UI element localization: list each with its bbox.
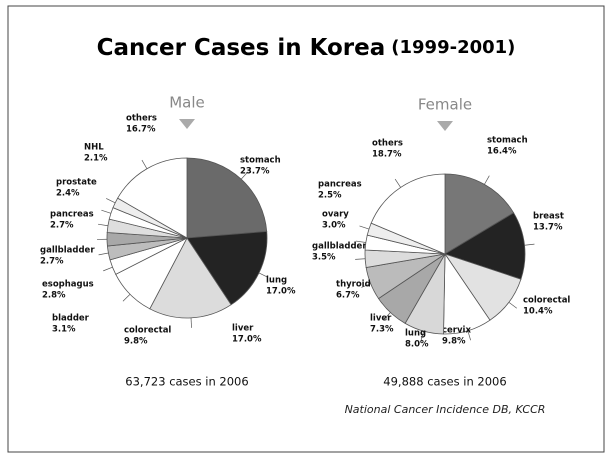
slice-value: 3.0% (322, 221, 346, 231)
slice-label: liver (370, 314, 392, 324)
slice-value: 2.4% (56, 189, 80, 199)
leader-line (98, 223, 108, 227)
slice-value: 16.7% (126, 125, 156, 135)
leader-line (103, 266, 113, 272)
leader-line (122, 293, 131, 302)
slice-label: bladder (52, 314, 90, 324)
leader-line (141, 159, 148, 169)
slice-label: breast (533, 212, 564, 222)
leader-line (383, 312, 391, 321)
slice-label: stomach (240, 156, 281, 166)
pie-slice (370, 173, 446, 255)
source: National Cancer Incidence DB, KCCR (345, 403, 546, 416)
slice-label: prostate (56, 178, 97, 188)
leader-line (508, 301, 518, 309)
leader-line (258, 272, 269, 278)
slice-label: esophagus (42, 280, 94, 290)
pie-note: 63,723 cases in 2006 (125, 375, 248, 389)
slice-value: 10.4% (523, 307, 553, 317)
slice-label: thyroid (336, 280, 371, 290)
leader-line (359, 225, 370, 230)
leader-line (106, 198, 116, 204)
slice-value: 13.7% (533, 223, 563, 233)
slice-value: 17.0% (266, 287, 296, 297)
slice-value: 18.7% (372, 150, 402, 160)
slice-label: liver (232, 324, 254, 334)
title-main: Cancer Cases in Korea (97, 35, 386, 61)
slice-label: lung (266, 276, 287, 286)
slice-label: colorectal (523, 296, 570, 306)
leader-line (361, 283, 371, 288)
slice-value: 8.0% (405, 340, 429, 350)
leader-line (240, 171, 249, 180)
slice-value: 2.1% (84, 154, 108, 164)
leader-line (355, 240, 366, 243)
leader-line (355, 258, 366, 260)
slice-label: colorectal (124, 326, 171, 336)
leader-line (101, 209, 112, 214)
slice-value: 2.7% (50, 221, 74, 231)
slice-value: 23.7% (240, 167, 270, 177)
slice-value: 9.8% (442, 337, 466, 347)
slice-value: 7.3% (370, 325, 394, 335)
slice-value: 2.7% (40, 257, 64, 267)
slice-label: pancreas (50, 210, 94, 220)
title-marker (437, 121, 453, 131)
slice-value: 9.8% (124, 337, 148, 347)
slice-label: lung (405, 329, 426, 339)
pie-title: Female (418, 96, 472, 114)
slice-label: gallbladder (312, 242, 367, 252)
title-marker (179, 119, 195, 129)
slice-value: 3.1% (52, 325, 76, 335)
slice-value: 16.4% (487, 147, 517, 157)
leader-line (484, 175, 490, 185)
slice-value: 2.8% (42, 291, 66, 301)
chart-title: Cancer Cases in Korea (1999-2001) (97, 35, 516, 61)
leader-line (98, 252, 109, 256)
pie-slice (186, 157, 268, 239)
slice-label: pancreas (318, 180, 362, 190)
leader-line (467, 330, 471, 341)
leader-line (394, 178, 401, 188)
leader-line (524, 243, 535, 246)
slice-value: 17.0% (232, 335, 262, 345)
slice-label: NHL (84, 143, 104, 153)
slice-label: gallbladder (40, 246, 95, 256)
title-note: (1999-2001) (391, 37, 515, 58)
slice-value: 3.5% (312, 253, 336, 263)
slice-value: 6.7% (336, 291, 360, 301)
leader-line (190, 317, 192, 328)
pie-slice (186, 231, 268, 306)
pie-note: 49,888 cases in 2006 (383, 375, 506, 389)
slice-label: cervix (442, 326, 471, 336)
slice-label: others (372, 139, 403, 149)
slice-label: ovary (322, 210, 349, 220)
slice-label: stomach (487, 136, 528, 146)
pie-title: Male (169, 94, 205, 112)
leader-line (420, 331, 424, 341)
slice-value: 2.5% (318, 191, 342, 201)
slice-label: others (126, 114, 157, 124)
pie-slice (444, 173, 515, 255)
